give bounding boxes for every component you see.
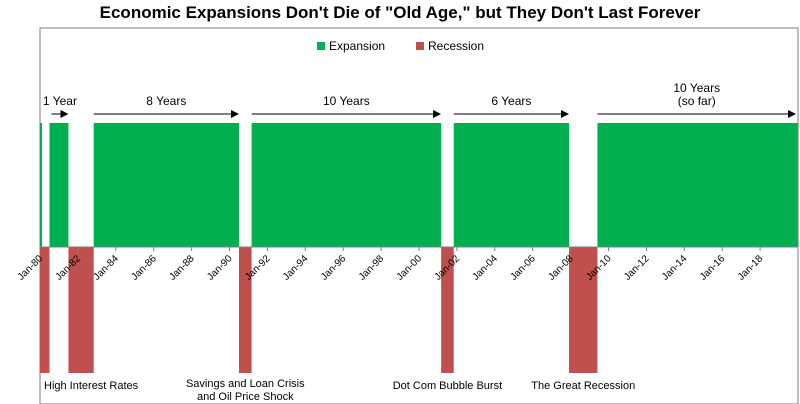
recession-bar-1 [68, 247, 94, 373]
x-tick-label: Jan-98 [357, 253, 387, 283]
recession-bar-2 [238, 247, 252, 373]
x-tick-label: Jan-06 [508, 253, 538, 283]
expansion-bar-2 [93, 123, 239, 247]
x-tick-label: Jan-94 [281, 253, 311, 283]
x-tick-label: Jan-18 [736, 253, 766, 283]
duration-label: 10 Years (so far) [673, 81, 720, 108]
x-tick-label: Jan-14 [660, 253, 690, 283]
x-tick-label: Jan-16 [698, 253, 728, 283]
x-tick-label: Jan-12 [622, 253, 652, 283]
recession-bar-3 [441, 247, 454, 373]
recession-cause-label: High Interest Rates [44, 380, 139, 392]
recession-cause-label: The Great Recession [531, 380, 635, 392]
duration-label: 10 Years [323, 94, 370, 108]
recession-bar-0 [40, 247, 50, 373]
duration-label: 1 Year [43, 94, 77, 108]
expansion-bar-4 [453, 123, 570, 247]
legend-swatch-expansion [317, 42, 325, 50]
expansion-bar-1 [49, 123, 69, 247]
expansion-bar-5 [597, 123, 798, 247]
legend: Expansion Recession [317, 39, 484, 53]
chart-title: Economic Expansions Don't Die of "Old Ag… [99, 3, 701, 22]
x-tick-label: Jan-96 [319, 253, 349, 283]
recession-cause-label: Dot Com Bubble Burst [393, 380, 502, 392]
recession-cause-label: Savings and Loan Crisis and Oil Price Sho… [186, 378, 305, 403]
x-tick-label: Jan-04 [471, 253, 501, 283]
legend-label-expansion: Expansion [329, 39, 385, 53]
expansion-bar-3 [251, 123, 442, 247]
x-tick-label: Jan-84 [92, 253, 122, 283]
x-tick-label: Jan-88 [167, 253, 197, 283]
legend-label-recession: Recession [428, 39, 484, 53]
expansion-bar-0 [40, 123, 42, 247]
x-tick-label: Jan-86 [129, 253, 159, 283]
duration-label: 8 Years [146, 94, 186, 108]
x-tick-label: Jan-00 [395, 253, 425, 283]
legend-swatch-recession [416, 42, 424, 50]
duration-label: 6 Years [491, 94, 531, 108]
recession-bar-4 [569, 247, 598, 373]
x-tick-label: Jan-90 [205, 253, 235, 283]
